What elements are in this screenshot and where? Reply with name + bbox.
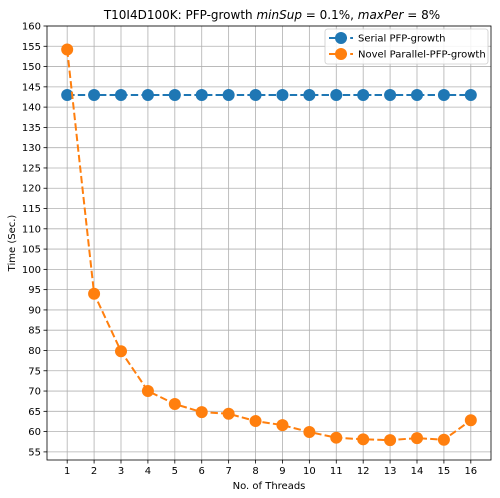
y-tick-label: 90 [28,305,41,316]
y-tick-label: 110 [22,224,41,235]
data-point [303,426,316,439]
legend-label: Serial PFP-growth [358,34,445,45]
y-tick-label: 145 [22,82,41,93]
y-tick-label: 80 [28,346,41,357]
x-axis-label: No. of Threads [233,481,306,492]
y-tick-label: 150 [22,62,41,73]
y-tick-label: 125 [22,163,41,174]
y-tick-label: 70 [28,387,41,398]
x-tick-label: 6 [199,466,205,477]
series-2 [61,43,477,447]
x-tick-label: 3 [118,466,124,477]
y-tick-label: 140 [22,103,41,114]
data-point [195,88,208,101]
y-axis-label: Time (Sec.) [7,215,18,273]
plot-frame [46,25,492,461]
y-tick-label: 105 [22,245,41,256]
series-1 [61,88,477,101]
x-tick-label: 5 [172,466,178,477]
data-point [437,433,450,446]
data-point [384,88,397,101]
data-point [222,88,235,101]
data-point [384,434,397,447]
data-point [411,88,423,101]
x-axis-ticks: 1 2 3 4 5 6 7 8 9 10 11 12 13 14 15 16 [64,460,477,477]
x-tick-label: 11 [330,466,343,477]
y-tick-label: 65 [28,407,41,418]
data-point [168,88,181,101]
y-tick-label: 100 [22,265,41,276]
x-tick-label: 7 [225,466,231,477]
x-tick-label: 9 [279,466,285,477]
data-point [168,398,181,411]
y-tick-label: 55 [28,447,41,458]
data-point [411,432,423,445]
data-point [222,407,235,420]
data-point [357,433,370,446]
grid [47,25,491,460]
y-tick-label: 75 [28,366,41,377]
x-tick-label: 2 [91,466,97,477]
data-point [249,88,262,101]
y-tick-label: 85 [28,326,41,337]
x-tick-label: 10 [303,466,316,477]
legend-item: Serial PFP-growth [329,32,445,45]
data-point [195,406,208,419]
y-tick-label: 155 [22,42,41,53]
data-point [357,88,370,101]
y-tick-label: 115 [22,204,41,215]
data-point [464,414,477,427]
data-point [61,88,74,101]
data-point [88,88,101,101]
data-point [330,88,343,101]
legend-box [324,28,489,65]
y-axis-ticks: 55 60 65 70 75 80 85 90 95 100 105 110 115 120 125 130 1… [22,22,47,458]
x-tick-label: 1 [64,466,70,477]
data-point [330,431,343,444]
y-tick-label: 160 [22,22,41,33]
y-tick-label: 60 [28,427,41,438]
legend-item: Novel Parallel-PFP-growth [329,48,486,61]
data-point [141,385,154,398]
y-tick-label: 130 [22,143,41,154]
chart-title: T10I4D100K: PFP-growth minSup = 0.1%, ma… [103,8,440,22]
data-point [249,415,262,428]
x-tick-label: 8 [252,466,258,477]
legend-label: Novel Parallel-PFP-growth [358,50,486,61]
x-tick-label: 16 [464,466,477,477]
data-point [464,88,477,101]
series-line [66,49,472,442]
y-tick-label: 135 [22,123,41,134]
x-tick-label: 13 [384,466,397,477]
x-tick-label: 14 [411,466,424,477]
x-tick-label: 12 [357,466,370,477]
x-tick-label: 15 [438,466,451,477]
data-point [88,287,101,300]
data-point [303,88,316,101]
y-tick-label: 120 [22,184,41,195]
data-point [61,43,74,56]
data-point [437,88,450,101]
legend: Serial PFP-growth Novel Parallel-PFP-grow… [324,28,489,65]
data-point [141,88,154,101]
data-point [115,88,127,101]
data-point [276,419,289,432]
x-tick-label: 4 [145,466,151,477]
data-point [276,88,289,101]
legend-marker [335,48,347,60]
data-point [115,345,127,358]
series-layer [61,43,477,447]
y-tick-label: 95 [28,285,41,296]
legend-marker [335,32,347,44]
